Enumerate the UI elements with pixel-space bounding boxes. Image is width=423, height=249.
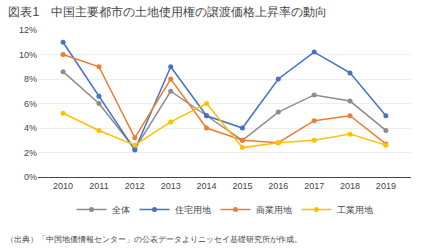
svg-text:2014: 2014 bbox=[197, 181, 217, 191]
svg-text:2018: 2018 bbox=[340, 181, 360, 191]
svg-text:10%: 10% bbox=[19, 50, 37, 60]
svg-text:2010: 2010 bbox=[53, 181, 73, 191]
svg-text:2011: 2011 bbox=[89, 181, 108, 191]
svg-text:図表1 中国主要都市の土地使用権の譲渡価格上昇率の動向: 図表1 中国主要都市の土地使用権の譲渡価格上昇率の動向 bbox=[8, 5, 327, 19]
svg-text:2013: 2013 bbox=[161, 181, 181, 191]
svg-text:6%: 6% bbox=[24, 99, 37, 109]
svg-text:商業用地: 商業用地 bbox=[256, 205, 292, 215]
svg-text:0%: 0% bbox=[24, 172, 37, 182]
svg-text:8%: 8% bbox=[24, 74, 37, 84]
svg-text:2%: 2% bbox=[24, 148, 37, 158]
svg-text:12%: 12% bbox=[19, 25, 37, 35]
svg-text:2019: 2019 bbox=[376, 181, 396, 191]
svg-text:工業用地: 工業用地 bbox=[337, 205, 373, 215]
svg-text:2017: 2017 bbox=[304, 181, 324, 191]
svg-text:4%: 4% bbox=[24, 123, 37, 133]
svg-text:住宅用地: 住宅用地 bbox=[175, 205, 211, 215]
svg-text:（出典）「中国地価情報センター」の公表データよりニッセイ基礎: （出典）「中国地価情報センター」の公表データよりニッセイ基礎研究所が作成。 bbox=[6, 235, 302, 244]
svg-text:2015: 2015 bbox=[232, 181, 252, 191]
svg-text:2016: 2016 bbox=[268, 181, 288, 191]
svg-text:2012: 2012 bbox=[125, 181, 145, 191]
svg-text:全体: 全体 bbox=[112, 205, 130, 215]
